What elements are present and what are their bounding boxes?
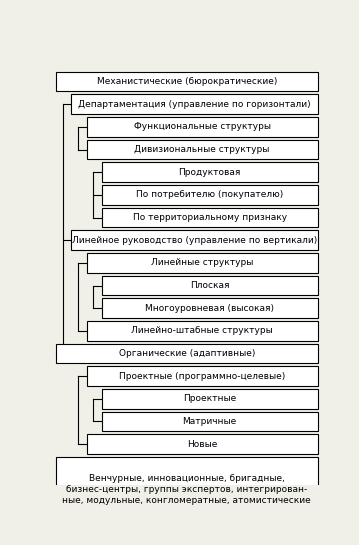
FancyBboxPatch shape (71, 231, 318, 250)
FancyBboxPatch shape (102, 411, 318, 431)
Text: Продуктовая: Продуктовая (178, 168, 241, 177)
FancyBboxPatch shape (56, 72, 318, 92)
Text: Линейно-штабные структуры: Линейно-штабные структуры (131, 326, 273, 335)
FancyBboxPatch shape (102, 185, 318, 205)
Text: Линейное руководство (управление по вертикали): Линейное руководство (управление по верт… (72, 235, 317, 245)
FancyBboxPatch shape (102, 389, 318, 409)
FancyBboxPatch shape (87, 366, 318, 386)
FancyBboxPatch shape (56, 344, 318, 364)
Text: Линейные структуры: Линейные структуры (151, 258, 253, 268)
FancyBboxPatch shape (102, 298, 318, 318)
FancyBboxPatch shape (71, 94, 318, 114)
Text: Многоуровневая (высокая): Многоуровневая (высокая) (145, 304, 274, 313)
FancyBboxPatch shape (87, 140, 318, 159)
FancyBboxPatch shape (87, 253, 318, 272)
Text: Дивизиональные структуры: Дивизиональные структуры (134, 145, 270, 154)
FancyBboxPatch shape (102, 162, 318, 182)
Text: Механистические (бюрократические): Механистические (бюрократические) (97, 77, 277, 86)
Text: По территориальному признаку: По территориальному признаку (133, 213, 287, 222)
Text: Матричные: Матричные (183, 417, 237, 426)
FancyBboxPatch shape (56, 457, 318, 522)
FancyBboxPatch shape (102, 208, 318, 227)
Text: Плоская: Плоская (190, 281, 229, 290)
Text: Венчурные, инновационные, бригадные,
бизнес-центры, группы экспертов, интегриров: Венчурные, инновационные, бригадные, биз… (62, 474, 311, 505)
FancyBboxPatch shape (87, 321, 318, 341)
Text: Проектные (программно-целевые): Проектные (программно-целевые) (119, 372, 285, 380)
Text: По потребителю (покупателю): По потребителю (покупателю) (136, 190, 283, 199)
Text: Проектные: Проектные (183, 395, 236, 403)
FancyBboxPatch shape (87, 117, 318, 137)
Text: Департаментация (управление по горизонтали): Департаментация (управление по горизонта… (78, 100, 311, 108)
FancyBboxPatch shape (102, 276, 318, 295)
Text: Функциональные структуры: Функциональные структуры (134, 123, 271, 131)
Text: Новые: Новые (187, 440, 217, 449)
FancyBboxPatch shape (87, 434, 318, 454)
Text: Органические (адаптивные): Органические (адаптивные) (118, 349, 255, 358)
